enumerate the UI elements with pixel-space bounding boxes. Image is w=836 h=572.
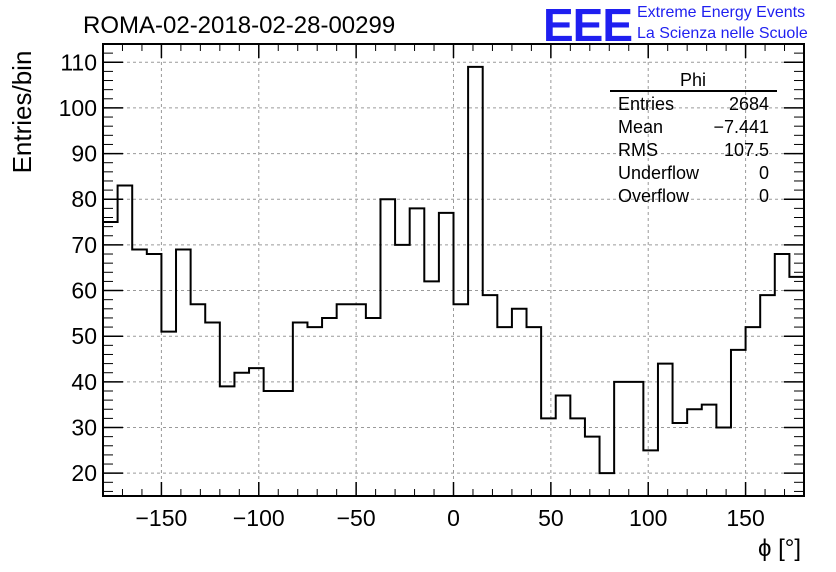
stats-name: Phi <box>680 70 706 90</box>
stats-row-label: Overflow <box>618 186 690 206</box>
stats-row-value: 2684 <box>729 94 769 114</box>
y-tick-label: 110 <box>60 49 97 75</box>
x-tick-label: 100 <box>629 505 667 531</box>
stats-row-value: −7.441 <box>713 117 769 137</box>
stats-row-label: RMS <box>618 140 658 160</box>
stats-row-value: 107.5 <box>724 140 769 160</box>
y-tick-label: 80 <box>71 186 97 212</box>
x-tick-label: −100 <box>233 505 285 531</box>
y-tick-label: 40 <box>71 369 97 395</box>
stats-row-label: Entries <box>618 94 674 114</box>
chart-title: ROMA-02-2018-02-28-00299 <box>83 12 395 39</box>
x-tick-label: −50 <box>337 505 376 531</box>
stats-box: Phi Entries 2684 Mean −7.441 RMS 107.5 Underfl… <box>610 70 777 206</box>
y-tick-label: 70 <box>71 232 97 258</box>
axis-ticks <box>103 43 804 496</box>
x-tick-label: 0 <box>447 505 460 531</box>
y-tick-label: 60 <box>71 278 97 304</box>
x-tick-label: −150 <box>136 505 188 531</box>
tick-labels: 20 30 40 50 60 70 80 90 100 110 −150 −100 −50 0 50 100 1… <box>59 49 765 531</box>
stats-row-label: Underflow <box>618 163 700 183</box>
x-axis-label: ϕ [°] <box>758 535 801 562</box>
y-tick-label: 90 <box>71 141 97 167</box>
y-tick-label: 50 <box>71 323 97 349</box>
y-tick-label: 100 <box>59 95 97 121</box>
x-tick-label: 50 <box>538 505 564 531</box>
y-axis-label: Entries/bin <box>7 51 37 174</box>
stats-row-value: 0 <box>759 163 769 183</box>
brand-line-1: Extreme Energy Events <box>637 4 806 21</box>
stats-row-value: 0 <box>759 186 769 206</box>
stats-row-label: Mean <box>618 117 663 137</box>
y-tick-label: 20 <box>71 460 97 486</box>
histogram-series <box>103 65 805 475</box>
y-tick-label: 30 <box>71 415 97 441</box>
x-tick-label: 150 <box>726 505 764 531</box>
brand-line-2: La Scienza nelle Scuole <box>637 25 808 42</box>
eee-logo: EEE <box>543 0 633 51</box>
